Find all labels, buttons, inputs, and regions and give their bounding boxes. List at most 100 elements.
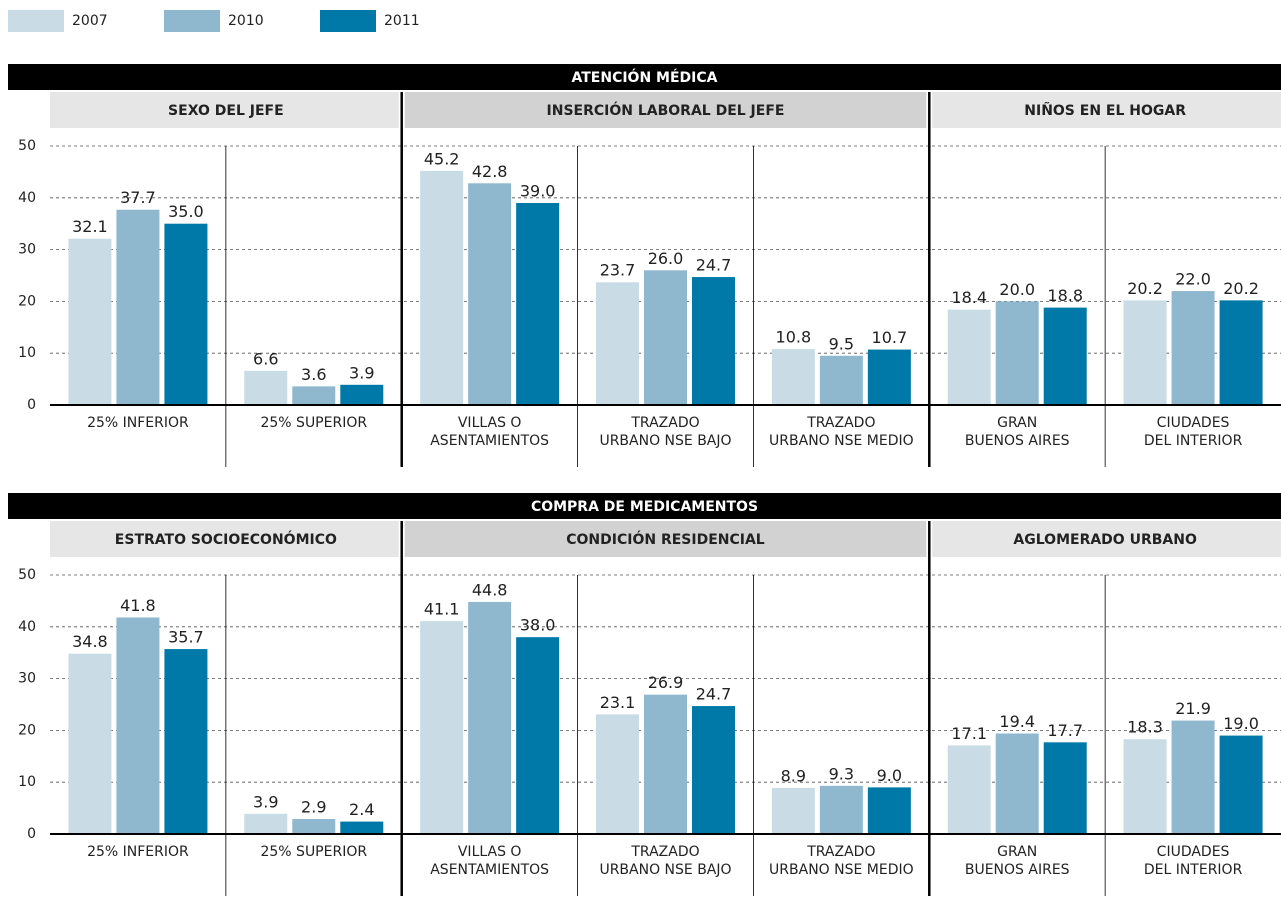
panel-title: NIÑOS EN EL HOGAR bbox=[1024, 102, 1186, 119]
panel-header bbox=[404, 92, 927, 128]
bar bbox=[771, 787, 815, 834]
value-label: 10.7 bbox=[872, 328, 908, 347]
x-tick-label: URBANO NSE BAJO bbox=[599, 433, 731, 449]
value-label: 41.8 bbox=[120, 596, 156, 615]
legend-label: 2011 bbox=[384, 13, 420, 29]
x-tick-label: CIUDADES bbox=[1157, 415, 1230, 431]
bar bbox=[516, 202, 560, 405]
bar bbox=[867, 787, 911, 834]
y-tick-label: 20 bbox=[18, 293, 36, 309]
x-tick-label: ASENTAMIENTOS bbox=[430, 862, 549, 878]
panel-title: AGLOMERADO URBANO bbox=[1013, 532, 1197, 548]
x-tick-label: TRAZADO bbox=[806, 844, 875, 860]
value-label: 22.0 bbox=[1175, 270, 1211, 289]
panel-header bbox=[50, 92, 399, 128]
value-label: 18.4 bbox=[951, 288, 987, 307]
legend-swatch bbox=[8, 10, 64, 32]
bar bbox=[644, 270, 687, 405]
chart-title: ATENCIÓN MÉDICA bbox=[572, 68, 718, 86]
x-tick-label: URBANO NSE BAJO bbox=[599, 862, 731, 878]
y-tick-label: 0 bbox=[27, 397, 36, 413]
bar bbox=[292, 818, 336, 834]
value-label: 3.9 bbox=[349, 363, 374, 382]
bar bbox=[947, 745, 991, 834]
bar bbox=[1043, 742, 1087, 834]
panel-header bbox=[932, 92, 1281, 128]
x-tick-label: 25% SUPERIOR bbox=[260, 844, 367, 860]
value-label: 10.8 bbox=[776, 328, 812, 347]
value-label: 3.9 bbox=[253, 792, 278, 811]
x-tick-label: 25% SUPERIOR bbox=[260, 415, 367, 431]
x-tick-label: TRAZADO bbox=[806, 415, 875, 431]
x-tick-label: 25% INFERIOR bbox=[87, 415, 189, 431]
bar bbox=[1171, 720, 1215, 834]
bar bbox=[995, 301, 1039, 405]
x-tick-label: BUENOS AIRES bbox=[965, 862, 1070, 878]
value-label: 17.7 bbox=[1047, 721, 1083, 740]
value-label: 35.0 bbox=[168, 202, 204, 221]
legend-swatch bbox=[164, 10, 220, 32]
value-label: 44.8 bbox=[472, 580, 508, 599]
bar bbox=[420, 621, 464, 834]
value-label: 21.9 bbox=[1175, 699, 1211, 718]
bar bbox=[1123, 739, 1167, 834]
y-tick-label: 50 bbox=[18, 138, 36, 154]
bar bbox=[692, 277, 735, 405]
value-label: 2.4 bbox=[349, 800, 374, 819]
bar bbox=[596, 714, 639, 834]
value-label: 9.0 bbox=[877, 766, 902, 785]
value-label: 6.6 bbox=[253, 349, 278, 368]
bar bbox=[244, 813, 288, 834]
value-label: 45.2 bbox=[424, 149, 460, 168]
panel-title: CONDICIÓN RESIDENCIAL bbox=[566, 530, 765, 548]
panel-title: INSERCIÓN LABORAL DEL JEFE bbox=[547, 101, 785, 119]
bar bbox=[116, 617, 160, 834]
y-tick-label: 0 bbox=[27, 826, 36, 842]
legend-label: 2007 bbox=[72, 13, 108, 29]
value-label: 8.9 bbox=[781, 766, 806, 785]
legend-label: 2010 bbox=[228, 13, 264, 29]
value-label: 26.9 bbox=[648, 673, 684, 692]
bar bbox=[420, 170, 464, 405]
x-tick-label: ASENTAMIENTOS bbox=[430, 433, 549, 449]
value-label: 19.0 bbox=[1223, 714, 1259, 733]
x-tick-label: URBANO NSE MEDIO bbox=[769, 433, 914, 449]
title-bar bbox=[8, 493, 1281, 519]
bar bbox=[68, 238, 112, 405]
panel-header bbox=[932, 521, 1281, 557]
bar bbox=[68, 653, 112, 834]
title-bar bbox=[8, 64, 1281, 90]
x-tick-label: CIUDADES bbox=[1157, 844, 1230, 860]
y-tick-label: 20 bbox=[18, 722, 36, 738]
x-tick-label: DEL INTERIOR bbox=[1144, 433, 1243, 449]
y-tick-label: 30 bbox=[18, 242, 36, 258]
bar bbox=[340, 821, 384, 834]
y-tick-label: 40 bbox=[18, 619, 36, 635]
x-tick-label: GRAN bbox=[997, 844, 1037, 860]
value-label: 20.2 bbox=[1223, 279, 1259, 298]
bar bbox=[516, 637, 560, 834]
value-label: 24.7 bbox=[696, 256, 732, 275]
bar bbox=[1123, 300, 1167, 405]
x-tick-label: DEL INTERIOR bbox=[1144, 862, 1243, 878]
bar bbox=[771, 349, 815, 405]
bar bbox=[292, 386, 336, 405]
legend-swatch bbox=[320, 10, 376, 32]
x-tick-label: TRAZADO bbox=[630, 415, 699, 431]
value-label: 3.6 bbox=[301, 365, 326, 384]
panel-header bbox=[404, 521, 927, 557]
chart-title: COMPRA DE MEDICAMENTOS bbox=[531, 499, 758, 515]
bar bbox=[1219, 300, 1263, 405]
y-tick-label: 10 bbox=[18, 345, 36, 361]
value-label: 19.4 bbox=[999, 712, 1035, 731]
value-label: 2.9 bbox=[301, 797, 326, 816]
y-tick-label: 50 bbox=[18, 567, 36, 583]
y-tick-label: 10 bbox=[18, 774, 36, 790]
value-label: 23.7 bbox=[600, 261, 636, 280]
y-tick-label: 40 bbox=[18, 190, 36, 206]
bar bbox=[1171, 291, 1215, 405]
y-tick-label: 30 bbox=[18, 671, 36, 687]
bar bbox=[116, 209, 160, 405]
value-label: 9.3 bbox=[829, 764, 854, 783]
bar bbox=[644, 694, 687, 834]
